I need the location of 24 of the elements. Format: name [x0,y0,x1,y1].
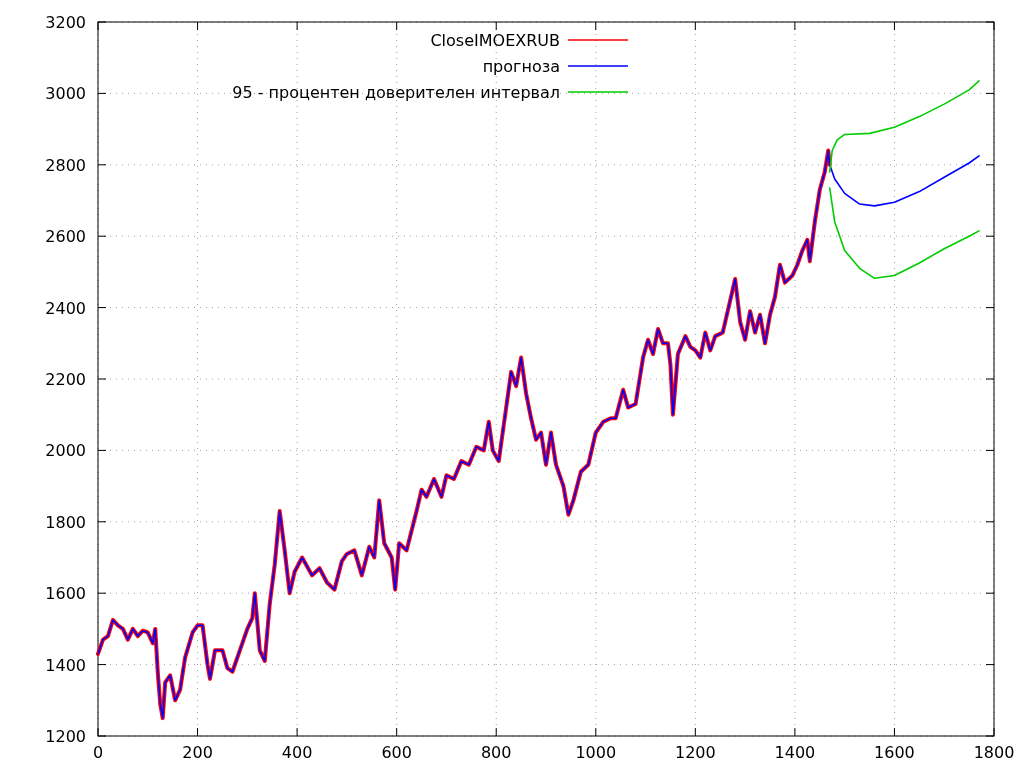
x-tick-label: 0 [92,743,104,762]
x-tick-label: 200 [182,743,213,762]
x-tick-label: 1400 [774,743,816,762]
x-tick-label: 1200 [674,743,716,762]
y-tick-label: 3200 [45,13,86,32]
y-tick-label: 2000 [45,441,86,461]
x-tick-label: 1800 [973,743,1015,762]
y-tick-label: 1600 [45,584,86,604]
x-tick-label: 600 [381,743,412,762]
y-tick-label: 2400 [45,298,86,318]
y-tick-label: 2200 [45,370,86,389]
legend-label: 95 - процентен доверителен интервал [232,83,560,102]
y-tick-label: 2600 [45,227,86,247]
legend-label: прогноза [482,57,560,76]
y-tick-label: 1800 [45,512,86,532]
y-tick-label: 1200 [45,727,86,746]
x-tick-label: 400 [281,743,313,762]
y-tick-label: 1400 [45,655,86,675]
x-tick-label: 1000 [575,743,617,762]
x-tick-label: 800 [480,743,512,762]
y-tick-label: 2800 [45,155,86,175]
y-tick-label: 3000 [45,84,86,104]
x-tick-label: 1600 [874,743,915,762]
legend-label: CloseIMOEXRUB [430,31,560,50]
